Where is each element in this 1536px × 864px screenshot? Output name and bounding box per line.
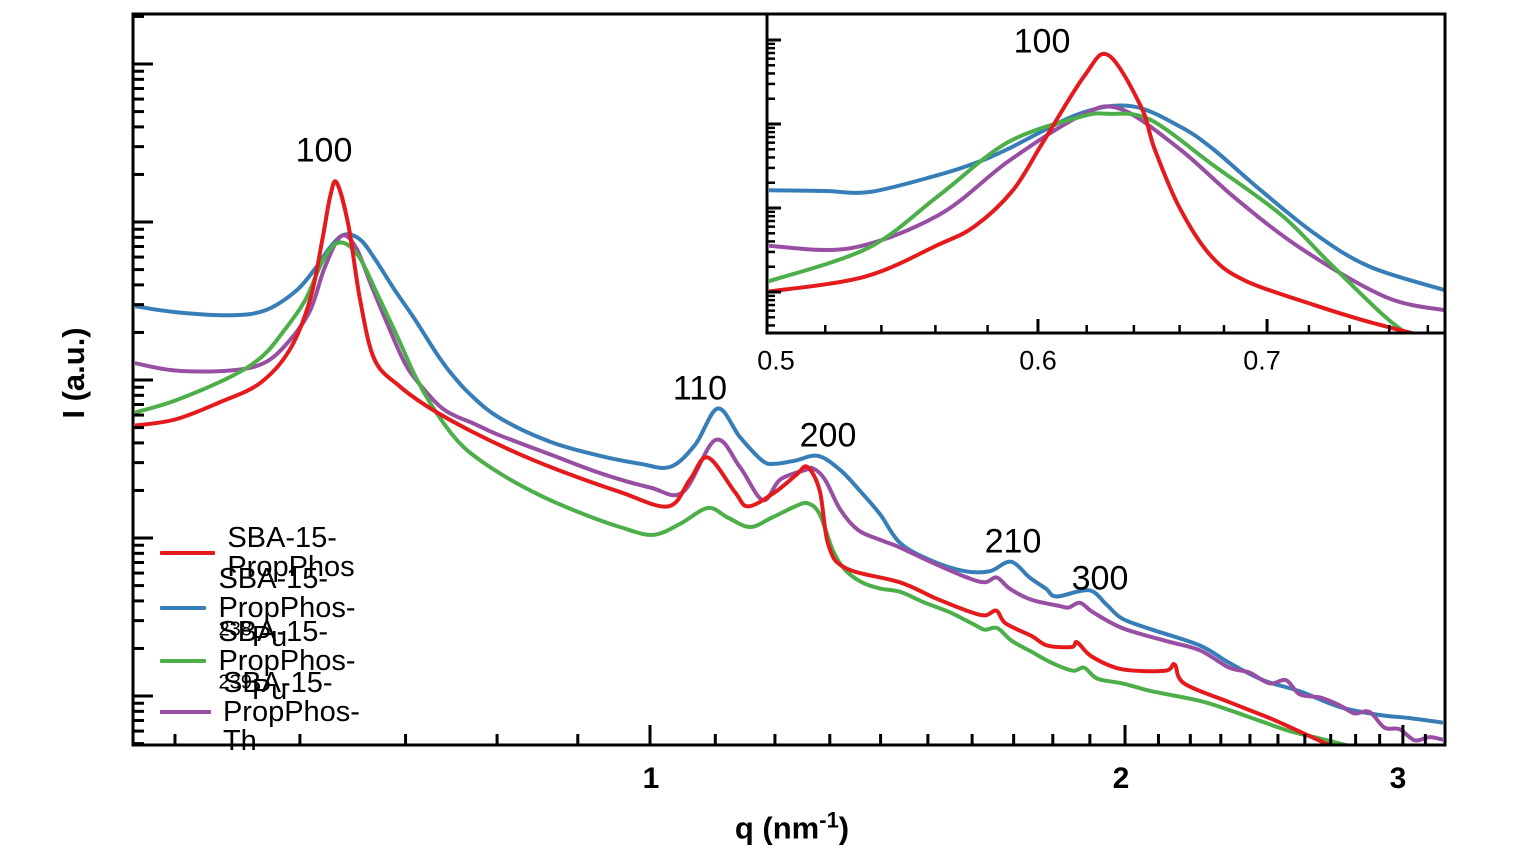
axis-ticks xyxy=(133,14,1430,746)
legend-item-th: SBA-15-PropPhos-Th xyxy=(160,668,393,755)
y-axis-title: I (a.u.) xyxy=(56,327,91,419)
legend-label-sup: 239 xyxy=(218,670,252,693)
legend-label-suffix: Pu xyxy=(251,673,288,706)
legend-label-text: SBA-15-PropPhos- xyxy=(218,562,356,624)
legend-line-green xyxy=(160,659,207,663)
legend-label-sup: 238 xyxy=(218,617,252,640)
curve-SBA-15-PropPhos-239Pu xyxy=(769,111,1408,332)
legend-label-propphos: SBA-15-PropPhos xyxy=(227,524,383,582)
x-tick-label-2: 2 xyxy=(1112,762,1130,795)
curve-SBA-15-PropPhos-238Pu xyxy=(135,232,1443,725)
legend-label-th: SBA-15-PropPhos-Th xyxy=(222,666,393,757)
x-axis-title-sup: -1 xyxy=(819,807,839,833)
x-axis-title-close: ) xyxy=(838,810,850,846)
x-tick-label-1: 1 xyxy=(642,762,660,795)
legend-label-text: SBA-15-PropPhos-Th xyxy=(222,666,360,757)
curve-SBA-15-PropPhos-Th xyxy=(769,104,1444,313)
legend-item-propphos: SBA-15-PropPhos xyxy=(160,524,383,582)
legend-line-blue xyxy=(160,606,207,610)
main-curves xyxy=(135,179,1443,744)
peak-label-210: 210 xyxy=(984,522,1042,561)
peak-label-110: 110 xyxy=(672,369,728,408)
x-axis-title-text: q (nm xyxy=(734,810,820,846)
x-axis-title: q (nm-1) xyxy=(735,807,849,846)
inset-x-tick-label-0_5: 0.5 xyxy=(757,345,795,376)
legend-item-239pu: SBA-15-PropPhos-239Pu xyxy=(160,617,393,704)
legend-label-text: SBA-15-PropPhos- xyxy=(218,615,356,677)
legend-label-239pu: SBA-15-PropPhos-239Pu xyxy=(218,615,393,706)
legend-line-purple xyxy=(160,710,211,714)
curve-SBA-15-PropPhos xyxy=(769,51,1416,332)
inset-x-tick-label-0_6: 0.6 xyxy=(1019,345,1057,376)
legend-item-238pu: SBA-15-PropPhos-238Pu xyxy=(160,564,393,651)
peak-label-100: 100 xyxy=(295,131,353,170)
legend-line-red xyxy=(160,551,216,555)
peak-label-200: 200 xyxy=(799,416,857,455)
curve-SBA-15-PropPhos xyxy=(135,179,1332,744)
legend-label-238pu: SBA-15-PropPhos-238Pu xyxy=(218,562,393,653)
inset-peak-label-100: 100 xyxy=(1013,22,1071,61)
x-tick-label-3: 3 xyxy=(1389,762,1407,795)
peak-label-300: 300 xyxy=(1071,559,1129,598)
curve-SBA-15-PropPhos-239Pu xyxy=(135,240,1350,744)
curve-SBA-15-PropPhos-Th xyxy=(135,233,1443,743)
inset-curves xyxy=(769,51,1444,332)
legend-label-suffix: Pu xyxy=(251,620,288,653)
inset-x-tick-label-0_7: 0.7 xyxy=(1243,345,1281,376)
legend-label-text: SBA-15-PropPhos xyxy=(227,522,355,583)
inset-background xyxy=(768,15,1444,332)
